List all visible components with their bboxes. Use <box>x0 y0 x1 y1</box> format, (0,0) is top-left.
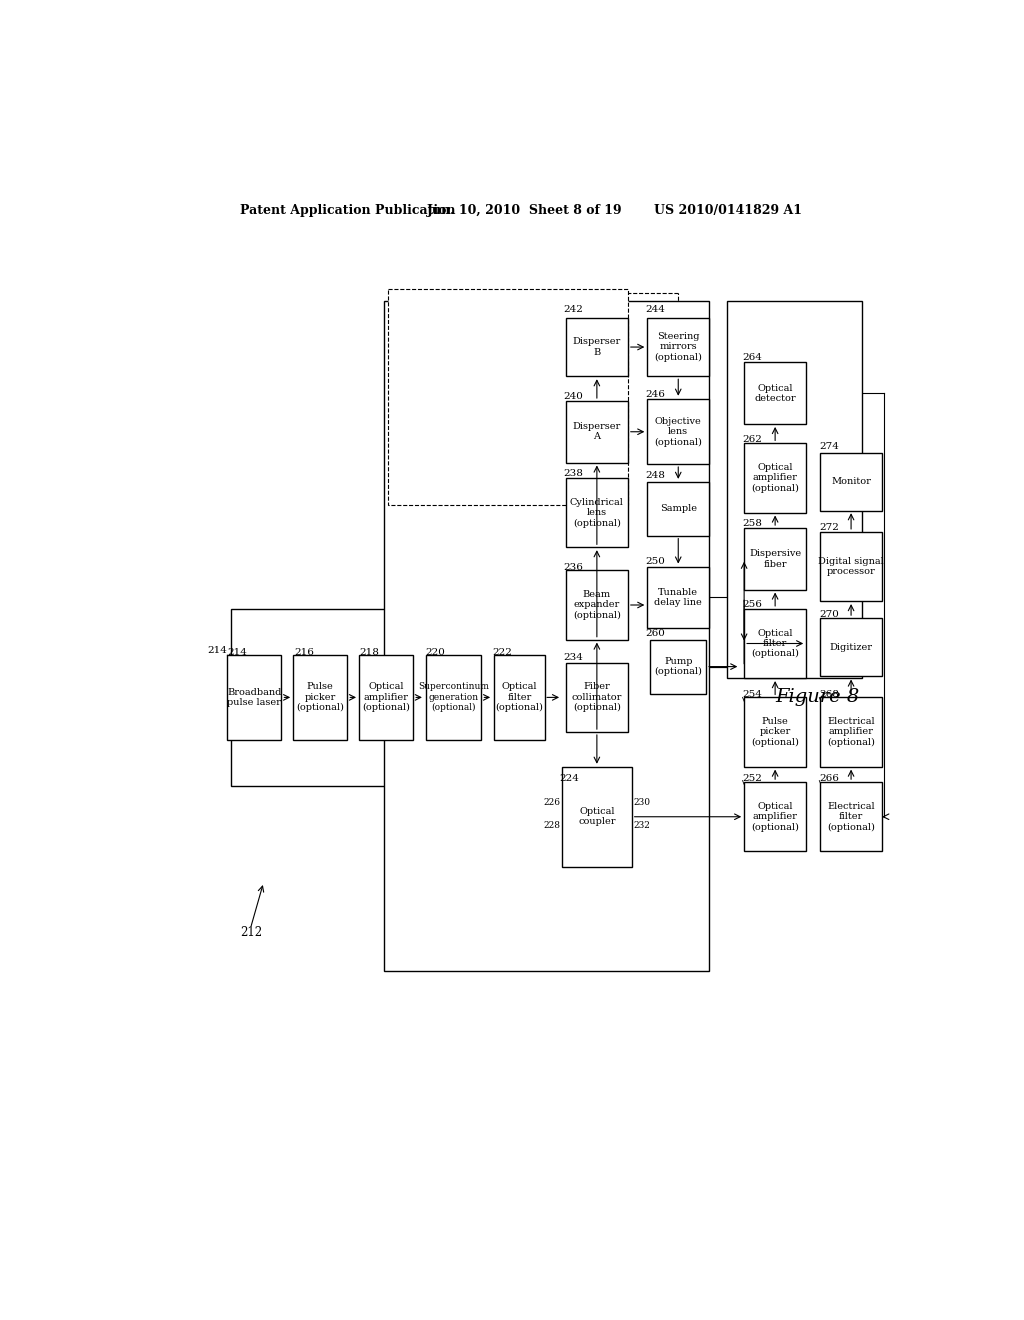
Bar <box>820 532 882 601</box>
Bar <box>566 478 628 548</box>
Text: Broadband
pulse laser: Broadband pulse laser <box>227 688 282 708</box>
Text: 256: 256 <box>742 601 763 610</box>
Bar <box>566 401 628 462</box>
Bar <box>562 767 632 867</box>
Bar <box>388 289 628 506</box>
Bar <box>293 655 347 739</box>
Text: 264: 264 <box>742 354 763 362</box>
Bar <box>650 640 707 693</box>
Bar <box>647 399 710 465</box>
Text: Dispersive
fiber: Dispersive fiber <box>750 549 801 569</box>
Bar <box>647 482 710 536</box>
Text: 214: 214 <box>207 645 227 655</box>
Text: 230: 230 <box>633 799 650 808</box>
Text: Electrical
filter
(optional): Electrical filter (optional) <box>827 801 876 832</box>
Bar <box>727 301 862 678</box>
Bar <box>744 781 806 851</box>
Text: Optical
amplifier
(optional): Optical amplifier (optional) <box>752 463 799 492</box>
Bar <box>230 609 460 785</box>
Text: 254: 254 <box>742 690 763 700</box>
Text: 248: 248 <box>646 471 666 480</box>
Text: Steering
mirrors
(optional): Steering mirrors (optional) <box>654 333 702 362</box>
Text: Supercontinum
generation
(optional): Supercontinum generation (optional) <box>418 682 489 713</box>
Text: 238: 238 <box>563 469 584 478</box>
Text: 234: 234 <box>563 653 584 663</box>
Text: 260: 260 <box>646 628 666 638</box>
Text: 240: 240 <box>563 392 584 401</box>
Text: Sample: Sample <box>659 504 696 513</box>
Bar <box>647 318 710 376</box>
Text: 274: 274 <box>819 442 840 451</box>
Bar <box>566 663 628 733</box>
Bar <box>359 655 414 739</box>
Text: Monitor: Monitor <box>831 478 871 486</box>
Bar <box>744 697 806 767</box>
Text: Beam
expander
(optional): Beam expander (optional) <box>573 590 621 620</box>
Text: 224: 224 <box>560 774 580 783</box>
Text: Optical
detector: Optical detector <box>755 384 796 403</box>
Text: Jun. 10, 2010  Sheet 8 of 19: Jun. 10, 2010 Sheet 8 of 19 <box>427 205 623 218</box>
Text: Optical
amplifier
(optional): Optical amplifier (optional) <box>752 801 799 832</box>
Text: 250: 250 <box>646 557 666 566</box>
Text: 228: 228 <box>544 821 560 830</box>
Text: 268: 268 <box>819 690 840 700</box>
Text: Tunable
delay line: Tunable delay line <box>654 587 702 607</box>
Bar <box>820 781 882 851</box>
Text: US 2010/0141829 A1: US 2010/0141829 A1 <box>654 205 802 218</box>
Text: 216: 216 <box>295 648 314 657</box>
Text: Digitizer: Digitizer <box>829 643 872 652</box>
Text: Pulse
picker
(optional): Pulse picker (optional) <box>296 682 344 713</box>
Text: 236: 236 <box>563 564 584 573</box>
Text: 242: 242 <box>563 305 584 314</box>
Bar <box>495 655 545 739</box>
Bar <box>744 363 806 424</box>
Text: Optical
filter
(optional): Optical filter (optional) <box>752 628 799 659</box>
Bar <box>744 528 806 590</box>
Text: 270: 270 <box>819 610 840 619</box>
Text: Optical
amplifier
(optional): Optical amplifier (optional) <box>362 682 410 713</box>
Bar <box>384 301 710 970</box>
Text: Digital signal
processor: Digital signal processor <box>818 557 884 577</box>
Text: 212: 212 <box>241 927 262 939</box>
Bar <box>744 609 806 678</box>
Bar <box>566 570 628 640</box>
Text: 232: 232 <box>633 821 650 830</box>
Text: Patent Application Publication: Patent Application Publication <box>241 205 456 218</box>
Text: 262: 262 <box>742 434 763 444</box>
Text: Electrical
amplifier
(optional): Electrical amplifier (optional) <box>827 717 876 747</box>
Text: Pump
(optional): Pump (optional) <box>654 657 702 676</box>
Text: 244: 244 <box>646 305 666 314</box>
Bar <box>820 619 882 676</box>
Text: Pulse
picker
(optional): Pulse picker (optional) <box>752 717 799 747</box>
Text: 258: 258 <box>742 519 763 528</box>
Text: 252: 252 <box>742 774 763 783</box>
Text: 218: 218 <box>359 648 379 657</box>
Text: Fiber
collimator
(optional): Fiber collimator (optional) <box>571 682 622 713</box>
Bar <box>744 444 806 512</box>
Text: 220: 220 <box>426 648 445 657</box>
Text: Cylindrical
lens
(optional): Cylindrical lens (optional) <box>570 498 624 528</box>
Text: Objective
lens
(optional): Objective lens (optional) <box>654 417 702 446</box>
Text: Figure 8: Figure 8 <box>775 689 860 706</box>
Bar <box>820 453 882 511</box>
Text: 272: 272 <box>819 523 840 532</box>
Text: Optical
filter
(optional): Optical filter (optional) <box>496 682 544 713</box>
Bar <box>227 655 282 739</box>
Bar <box>426 655 481 739</box>
Bar <box>566 318 628 376</box>
Text: 246: 246 <box>646 391 666 399</box>
Text: 222: 222 <box>493 648 512 657</box>
Text: Disperser
B: Disperser B <box>572 338 621 356</box>
Text: 226: 226 <box>544 799 560 808</box>
Text: Disperser
A: Disperser A <box>572 422 621 441</box>
Text: 214: 214 <box>227 648 247 657</box>
Bar <box>647 566 710 628</box>
Text: 266: 266 <box>819 774 840 783</box>
Text: Optical
coupler: Optical coupler <box>579 807 615 826</box>
Bar <box>820 697 882 767</box>
